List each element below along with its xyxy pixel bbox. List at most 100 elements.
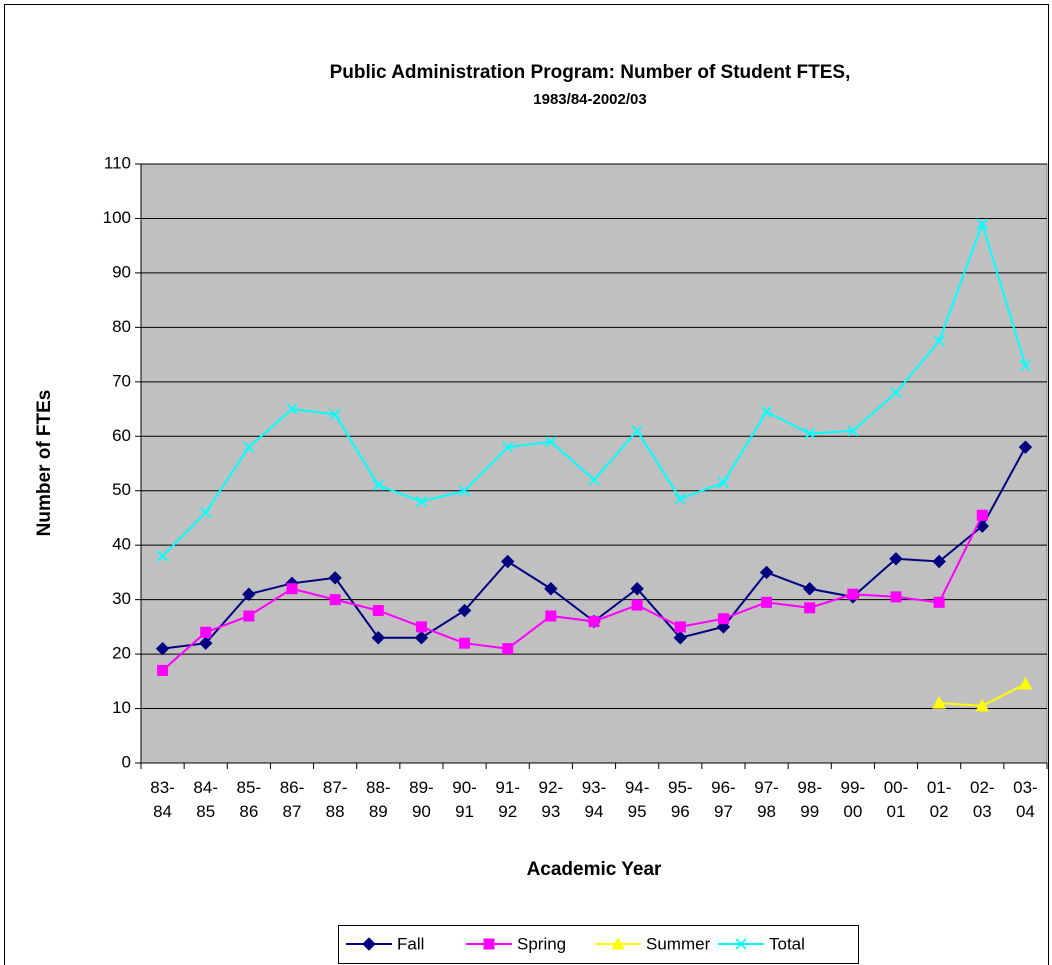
- legend-marker: [611, 936, 625, 950]
- data-point: [1019, 359, 1032, 372]
- x-tick-label: 97-98: [754, 778, 779, 821]
- x-axis-title: Academic Year: [527, 859, 662, 880]
- legend-marker: [362, 937, 376, 951]
- data-point: [199, 636, 213, 650]
- data-point: [631, 425, 643, 437]
- data-point: [286, 403, 298, 415]
- data-point: [804, 427, 816, 440]
- data-point: [157, 664, 169, 676]
- x-tick-label: 84-85: [193, 778, 218, 821]
- data-point: [760, 406, 773, 418]
- data-point: [933, 335, 945, 347]
- data-point: [976, 509, 988, 521]
- data-point: [588, 474, 600, 486]
- data-point: [1018, 440, 1033, 454]
- legend-label: Fall: [397, 934, 424, 953]
- data-point: [804, 602, 816, 614]
- data-point: [329, 594, 341, 606]
- x-tick-label: 86-87: [279, 778, 305, 821]
- y-tick-label: 60: [112, 426, 131, 445]
- data-point: [372, 479, 384, 491]
- y-axis-title: Number of FTEs: [34, 390, 55, 537]
- x-tick-label: 83-84: [150, 778, 175, 821]
- data-point: [200, 626, 212, 638]
- data-point: [371, 631, 385, 645]
- legend-label: Summer: [646, 934, 711, 953]
- y-tick-label: 70: [112, 371, 131, 390]
- legend-marker: [483, 938, 495, 950]
- x-tick-label: 96-97: [711, 778, 736, 821]
- data-point: [1018, 676, 1033, 690]
- data-point: [242, 587, 256, 601]
- y-tick-label: 0: [122, 752, 131, 771]
- data-point: [414, 631, 429, 645]
- x-tick-label: 89-90: [409, 778, 434, 821]
- data-point: [631, 599, 643, 611]
- data-point: [759, 565, 774, 580]
- data-point: [415, 621, 427, 633]
- data-point: [372, 605, 384, 617]
- x-tick-label: 87-88: [322, 778, 348, 821]
- x-tick-label: 95-96: [667, 778, 693, 821]
- data-point: [200, 506, 212, 519]
- data-point: [328, 571, 342, 585]
- data-point: [761, 596, 773, 608]
- data-point: [717, 476, 730, 489]
- y-tick-label: 40: [112, 535, 131, 554]
- y-tick-label: 90: [112, 262, 131, 281]
- data-point: [932, 696, 946, 709]
- data-point: [674, 493, 686, 505]
- chart-subtitle: 1983/84-2002/03: [533, 91, 646, 108]
- data-point: [501, 554, 515, 569]
- chart-title: Public Administration Program: Number of…: [330, 62, 851, 83]
- data-point: [329, 408, 341, 421]
- data-point: [588, 615, 600, 627]
- x-tick-label: 03-04: [1013, 778, 1038, 821]
- x-tick-label: 94-95: [624, 778, 650, 821]
- data-point: [630, 582, 644, 596]
- x-tick-label: 01-02: [926, 778, 952, 821]
- data-point: [932, 554, 946, 569]
- x-tick-label: 92-93: [538, 778, 564, 821]
- x-tick-label: 93-94: [581, 778, 607, 821]
- data-point: [544, 582, 558, 596]
- x-tick-label: 02-03: [969, 778, 995, 821]
- data-point: [890, 387, 902, 399]
- data-point: [975, 698, 990, 712]
- x-tick-label: 00-01: [883, 778, 909, 821]
- y-tick-label: 110: [104, 153, 131, 172]
- data-point: [545, 436, 557, 448]
- data-point: [458, 485, 471, 497]
- x-tick-label: 85-86: [236, 778, 262, 821]
- y-tick-label: 50: [112, 480, 131, 499]
- data-point: [459, 637, 471, 649]
- x-tick-label: 88-89: [365, 778, 391, 821]
- data-point: [674, 621, 686, 633]
- legend-label: Spring: [517, 934, 566, 953]
- data-point: [415, 495, 428, 508]
- x-tick-label: 99-00: [840, 778, 866, 821]
- y-tick-label: 30: [112, 589, 131, 608]
- x-tick-label: 91-92: [495, 778, 520, 821]
- data-point: [673, 631, 687, 645]
- x-tick-label: 98-99: [797, 778, 822, 821]
- data-point: [156, 550, 169, 562]
- data-point: [545, 610, 557, 622]
- data-point: [243, 610, 255, 622]
- data-point: [502, 441, 514, 453]
- series-line: [161, 514, 984, 672]
- data-point: [803, 582, 817, 596]
- plot-area: [140, 163, 1048, 764]
- data-point: [847, 588, 859, 600]
- data-point: [890, 591, 902, 603]
- data-point: [889, 552, 903, 566]
- data-point: [847, 425, 859, 437]
- legend-marker: [735, 938, 747, 950]
- data-point: [155, 641, 170, 656]
- data-point: [457, 603, 472, 618]
- data-point: [933, 596, 945, 608]
- data-point: [502, 643, 514, 655]
- data-point: [243, 441, 255, 453]
